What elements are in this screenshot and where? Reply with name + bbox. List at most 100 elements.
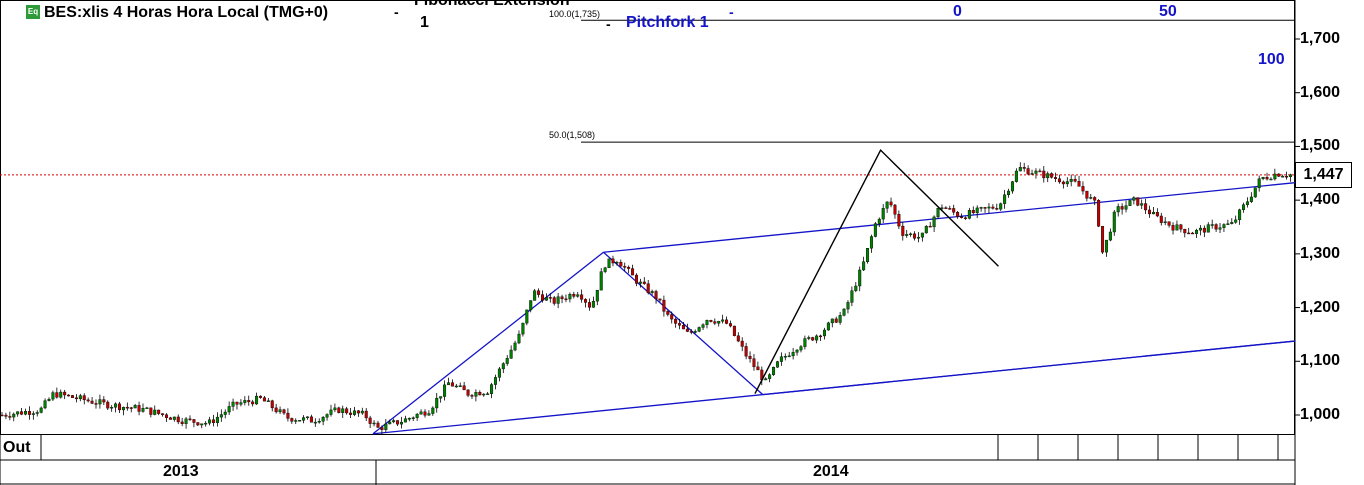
fibonacci-dropdown-icon[interactable]: - [606, 16, 611, 32]
candle-body [329, 409, 333, 415]
candle-body [200, 423, 204, 426]
candle-body [172, 416, 176, 420]
candle-body [360, 410, 364, 414]
candle-body [674, 318, 678, 324]
candle-body [1198, 227, 1202, 231]
candle-body [86, 399, 90, 402]
eq-icon[interactable]: Eq [26, 5, 40, 19]
pitchfork-dropdown-icon[interactable]: - [729, 4, 734, 20]
candle-body [1210, 224, 1214, 226]
candle-body [725, 319, 729, 324]
candle-body [631, 268, 635, 276]
candle-body [1050, 173, 1054, 178]
candle-body [1065, 181, 1069, 185]
y-tick-label: 1,400 [1300, 191, 1341, 208]
candle-body [239, 402, 243, 405]
fibonacci-extension-label[interactable]: Fibonacci Extension [414, 0, 570, 9]
candle-body [764, 378, 768, 381]
candle-body [1151, 211, 1155, 215]
candle-body [920, 232, 924, 238]
candle-body [721, 319, 725, 322]
candle-body [591, 300, 595, 308]
candle-body [211, 419, 215, 423]
candle-body [227, 406, 231, 413]
candle-body [270, 400, 274, 409]
candle-body [1187, 232, 1191, 235]
candle-body [850, 290, 854, 303]
candle-body [145, 407, 149, 410]
candle-body [482, 393, 486, 396]
candle-body [450, 382, 454, 387]
candle-body [149, 407, 153, 415]
candle-body [932, 216, 936, 228]
candle-body [901, 225, 905, 236]
candle-body [298, 420, 302, 422]
candle-body [697, 327, 701, 332]
candle-body [352, 410, 356, 415]
y-tick-label: 1,100 [1300, 352, 1341, 369]
y-tick-label: 1,500 [1300, 137, 1341, 154]
pitchfork-handle [372, 251, 604, 435]
y-tick-label: 1,200 [1300, 299, 1341, 316]
candle-body [540, 294, 544, 301]
candle-body [454, 385, 458, 388]
candle-body [1128, 200, 1132, 206]
candle-body [349, 412, 353, 415]
fib-level-label: 100.0(1,735) [549, 9, 601, 19]
candle-body [1159, 215, 1163, 223]
candle-body [27, 411, 31, 415]
candle-body [775, 361, 779, 368]
candle-body [736, 335, 740, 342]
candle-body [995, 208, 999, 210]
candle-body [956, 212, 960, 217]
candle-body [305, 416, 309, 419]
candle-body [858, 269, 862, 287]
candle-body [560, 296, 564, 300]
candle-body [1155, 211, 1159, 217]
candle-body [1257, 178, 1261, 189]
candle-body [333, 407, 337, 411]
candle-body [756, 366, 760, 371]
candle-body [223, 411, 227, 415]
candle-body [219, 414, 223, 418]
fibonacci-extension-number: 1 [420, 14, 429, 31]
candle-body [35, 412, 39, 414]
candle-body [231, 401, 235, 407]
candle-body [1073, 178, 1077, 182]
candle-body [74, 397, 78, 400]
candle-body [1046, 173, 1050, 179]
pitchfork-label[interactable]: Pitchfork 1 [626, 14, 709, 31]
candle-body [180, 421, 184, 424]
candle-body [987, 206, 991, 209]
candle-body [23, 411, 27, 415]
candle-body [157, 409, 161, 414]
candle-body [948, 208, 952, 210]
candle-body [411, 417, 415, 419]
candle-body [1132, 197, 1136, 201]
candle-body [709, 319, 713, 322]
candle-body [137, 405, 141, 412]
candle-body [505, 358, 509, 364]
title-dropdown-icon[interactable]: - [394, 4, 399, 20]
y-tick-label: 1,300 [1300, 245, 1341, 262]
candle-body [1018, 167, 1022, 172]
candle-body [1261, 177, 1265, 179]
candle-body [133, 405, 137, 409]
candle-body [490, 384, 494, 394]
candle-body [1195, 229, 1199, 234]
candle-body [192, 419, 196, 423]
candle-body [685, 328, 689, 332]
candle-body [114, 403, 118, 408]
candle-body [869, 236, 873, 249]
candle-body [337, 407, 341, 413]
candle-body [556, 296, 560, 304]
candle-body [1116, 206, 1120, 213]
plot-frame [0, 0, 1295, 435]
candle-body [791, 352, 795, 357]
candle-body [1206, 224, 1210, 233]
candle-body [317, 421, 321, 423]
pitchfork-level-label: 100 [1258, 51, 1285, 68]
candle-body [478, 392, 482, 396]
candle-body [971, 210, 975, 214]
